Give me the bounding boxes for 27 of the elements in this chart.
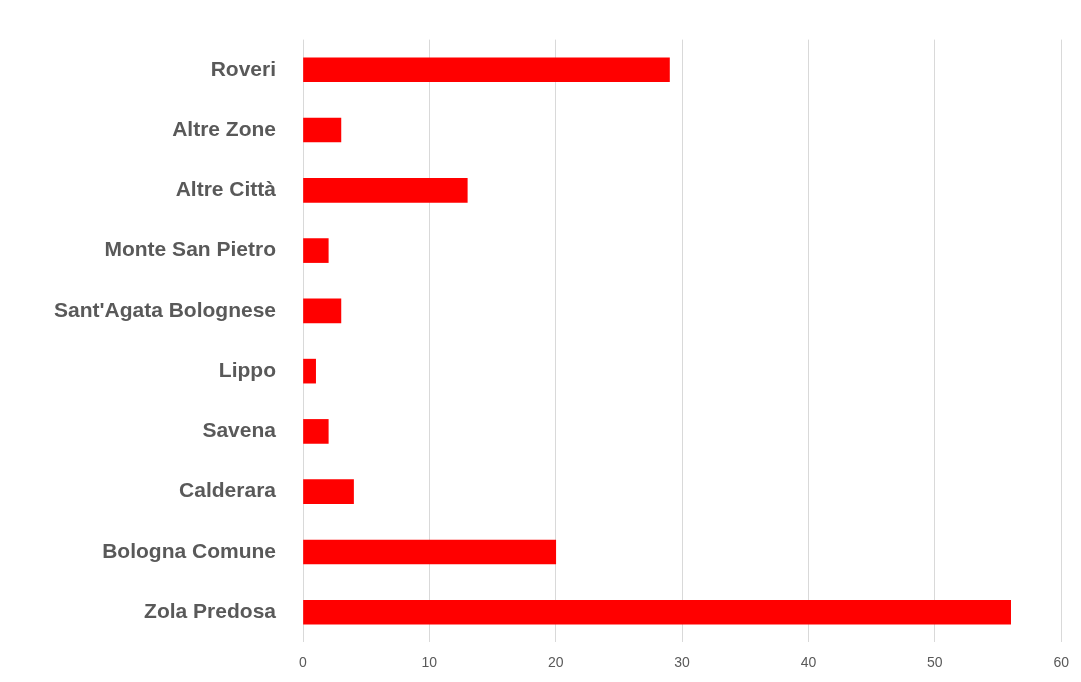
- x-tick-label: 10: [421, 653, 438, 670]
- x-tick-label: 20: [547, 653, 564, 670]
- bar: [303, 479, 354, 505]
- bar: [303, 358, 316, 384]
- y-tick-label: Calderara: [179, 478, 277, 502]
- x-tick-label: 0: [299, 653, 308, 670]
- y-tick-label: Altre Zone: [172, 116, 276, 140]
- y-tick-label: Monte San Pietro: [104, 237, 276, 261]
- bar: [303, 539, 557, 565]
- y-tick-label: Bologna Comune: [102, 538, 276, 562]
- y-tick-label: Savena: [202, 418, 277, 442]
- bar: [303, 419, 329, 444]
- y-tick-label: Zola Predosa: [144, 599, 277, 623]
- bar: [303, 177, 468, 203]
- x-tick-label: 50: [927, 653, 943, 670]
- y-tick-label: Sant'Agata Bolognese: [53, 297, 276, 321]
- x-tick-label: 60: [1053, 653, 1070, 670]
- bar: [303, 238, 329, 263]
- bar: [303, 298, 342, 324]
- x-tick-label: 40: [800, 653, 817, 670]
- x-tick-label: 30: [674, 653, 691, 670]
- bar: [303, 117, 342, 143]
- bar: [303, 57, 670, 83]
- y-tick-label: Altre Città: [175, 177, 277, 201]
- y-tick-label: Lippo: [218, 357, 276, 381]
- bar: [303, 599, 1011, 625]
- y-tick-label: Roveri: [210, 56, 276, 80]
